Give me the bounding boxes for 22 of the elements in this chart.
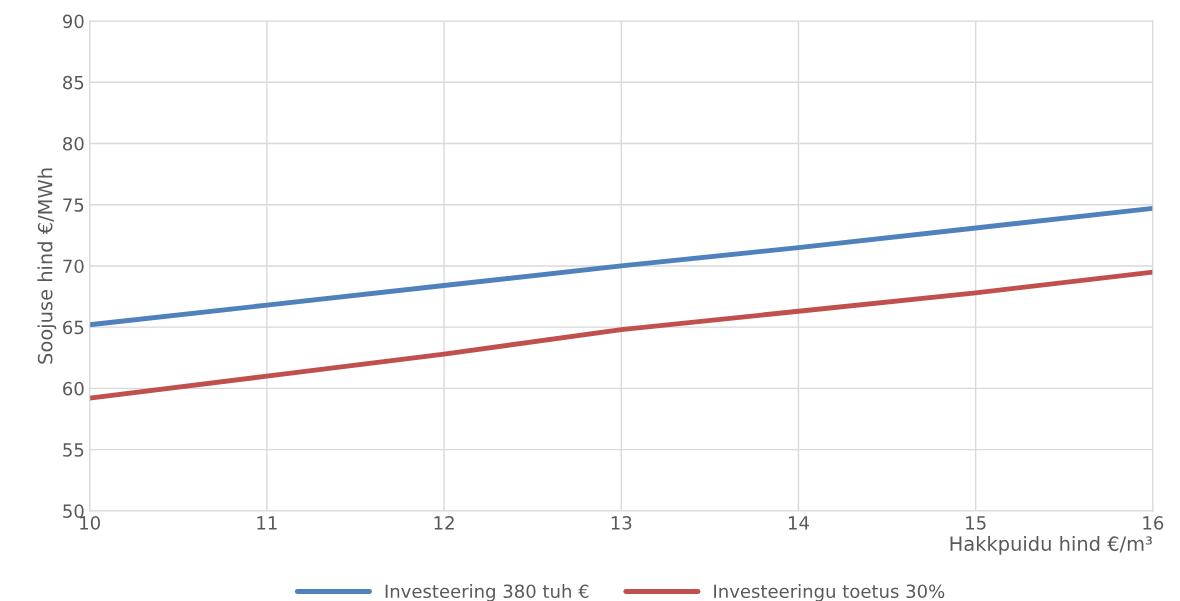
x-tick-label: 15 [966,516,986,530]
x-axis-title: Hakkpuidu hind €/m³ [950,535,1152,555]
y-tick-label: 50 [63,504,84,518]
y-tick-label: 55 [63,443,84,457]
y-tick-label: 80 [63,136,84,151]
x-tick-label: 13 [611,516,632,530]
x-tick-label: 16 [1143,516,1164,530]
line-series [89,205,1153,328]
y-tick-label: 85 [63,75,84,90]
y-tick-label: 70 [63,259,84,274]
line-series [89,269,1153,401]
legend-label: Investeeringu toetus 30% [714,584,945,601]
y-tick-label: 60 [63,381,84,396]
x-tick-label: 11 [257,516,277,530]
x-tick-label: 14 [788,516,809,530]
x-tick-label: 10 [80,516,100,530]
x-tick-label: 12 [434,516,454,530]
y-tick-label: 75 [63,198,84,212]
legend-label: Investeering 380 tuh € [385,584,589,601]
y-tick-label: 90 [62,14,84,29]
y-tick-label: 65 [63,320,84,335]
y-axis-title: Soojuse hind €/MWh [37,168,57,364]
